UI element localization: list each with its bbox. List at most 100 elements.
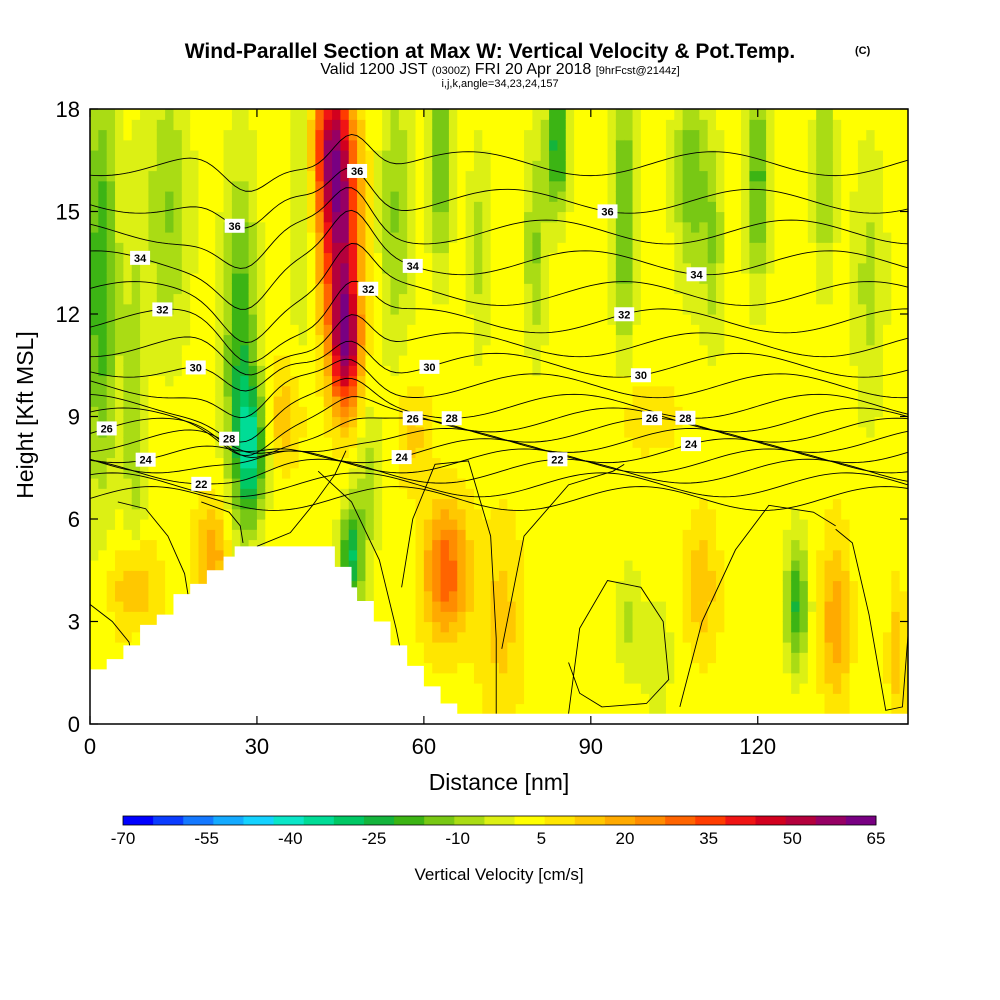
- velocity-cell: [156, 365, 166, 377]
- velocity-cell: [590, 590, 600, 602]
- velocity-cell: [557, 611, 567, 623]
- velocity-cell: [198, 242, 208, 254]
- velocity-cell: [557, 324, 567, 336]
- velocity-cell: [398, 324, 408, 336]
- velocity-cell: [749, 570, 759, 582]
- velocity-cell: [415, 221, 425, 233]
- velocity-cell: [365, 252, 375, 264]
- velocity-cell: [682, 355, 692, 366]
- velocity-cell: [757, 519, 767, 530]
- velocity-cell: [231, 201, 241, 213]
- velocity-cell: [607, 406, 617, 418]
- velocity-cell: [440, 334, 450, 346]
- velocity-cell: [265, 293, 275, 305]
- velocity-cell: [173, 447, 183, 459]
- velocity-cell: [507, 109, 517, 120]
- velocity-cell: [499, 631, 508, 643]
- velocity-cell: [206, 109, 216, 120]
- velocity-cell: [398, 365, 408, 377]
- velocity-cell: [340, 211, 350, 223]
- velocity-cell: [223, 447, 233, 459]
- velocity-cell: [707, 221, 717, 233]
- velocity-cell: [248, 406, 258, 418]
- velocity-cell: [590, 119, 600, 131]
- velocity-cell: [448, 324, 458, 336]
- velocity-cell: [499, 488, 508, 500]
- velocity-cell: [290, 519, 300, 530]
- velocity-cell: [248, 180, 258, 192]
- velocity-cell: [140, 488, 150, 500]
- velocity-cell: [465, 180, 475, 192]
- velocity-cell: [532, 119, 542, 131]
- velocity-cell: [565, 560, 575, 571]
- velocity-cell: [206, 129, 216, 141]
- velocity-cell: [499, 303, 508, 315]
- velocity-cell: [357, 580, 367, 592]
- velocity-cell: [415, 293, 425, 305]
- velocity-cell: [348, 150, 358, 161]
- velocity-cell: [415, 344, 425, 356]
- velocity-cell: [557, 549, 567, 561]
- velocity-cell: [298, 478, 308, 489]
- velocity-cell: [766, 672, 776, 684]
- velocity-cell: [206, 365, 216, 377]
- velocity-cell: [499, 508, 508, 520]
- velocity-cell: [724, 119, 734, 131]
- velocity-cell: [398, 621, 408, 633]
- velocity-cell: [557, 109, 567, 120]
- velocity-cell: [732, 488, 742, 500]
- velocity-cell: [407, 631, 417, 643]
- velocity-cell: [198, 560, 208, 571]
- velocity-cell: [365, 426, 375, 438]
- velocity-cell: [582, 426, 592, 438]
- velocity-cell: [98, 139, 108, 151]
- velocity-cell: [632, 160, 642, 172]
- velocity-cell: [165, 180, 175, 192]
- velocity-cell: [206, 324, 216, 336]
- velocity-cell: [515, 129, 525, 141]
- velocity-cell: [423, 590, 433, 602]
- velocity-cell: [190, 355, 200, 366]
- velocity-cell: [482, 662, 492, 674]
- velocity-cell: [607, 631, 617, 643]
- velocity-cell: [624, 119, 634, 131]
- velocity-cell: [123, 590, 133, 602]
- velocity-cell: [507, 642, 517, 653]
- velocity-cell: [432, 498, 442, 510]
- velocity-cell: [582, 631, 592, 643]
- velocity-cell: [515, 211, 525, 223]
- velocity-cell: [557, 508, 567, 520]
- velocity-cell: [724, 601, 734, 612]
- velocity-cell: [298, 314, 308, 325]
- velocity-cell: [240, 365, 250, 377]
- velocity-cell: [482, 631, 492, 643]
- velocity-cell: [390, 396, 400, 407]
- velocity-cell: [774, 375, 784, 387]
- velocity-cell: [749, 262, 759, 274]
- velocity-cell: [524, 631, 533, 643]
- velocity-cell: [524, 652, 533, 664]
- velocity-cell: [206, 488, 216, 500]
- velocity-cell: [724, 703, 734, 715]
- velocity-cell: [190, 252, 200, 264]
- velocity-cell: [465, 150, 475, 161]
- velocity-cell: [423, 170, 433, 182]
- velocity-cell: [98, 549, 108, 561]
- velocity-cell: [290, 119, 300, 131]
- velocity-cell: [766, 273, 776, 284]
- velocity-cell: [499, 139, 508, 151]
- velocity-cell: [323, 314, 333, 325]
- velocity-cell: [732, 252, 742, 264]
- velocity-cell: [432, 611, 442, 623]
- velocity-cell: [448, 488, 458, 500]
- velocity-cell: [415, 324, 425, 336]
- velocity-cell: [690, 344, 700, 356]
- velocity-cell: [499, 201, 508, 213]
- velocity-cell: [540, 539, 550, 551]
- velocity-cell: [206, 242, 216, 254]
- velocity-cell: [198, 201, 208, 213]
- velocity-cell: [332, 447, 342, 459]
- velocity-cell: [565, 416, 575, 428]
- velocity-cell: [732, 375, 742, 387]
- velocity-cell: [365, 344, 375, 356]
